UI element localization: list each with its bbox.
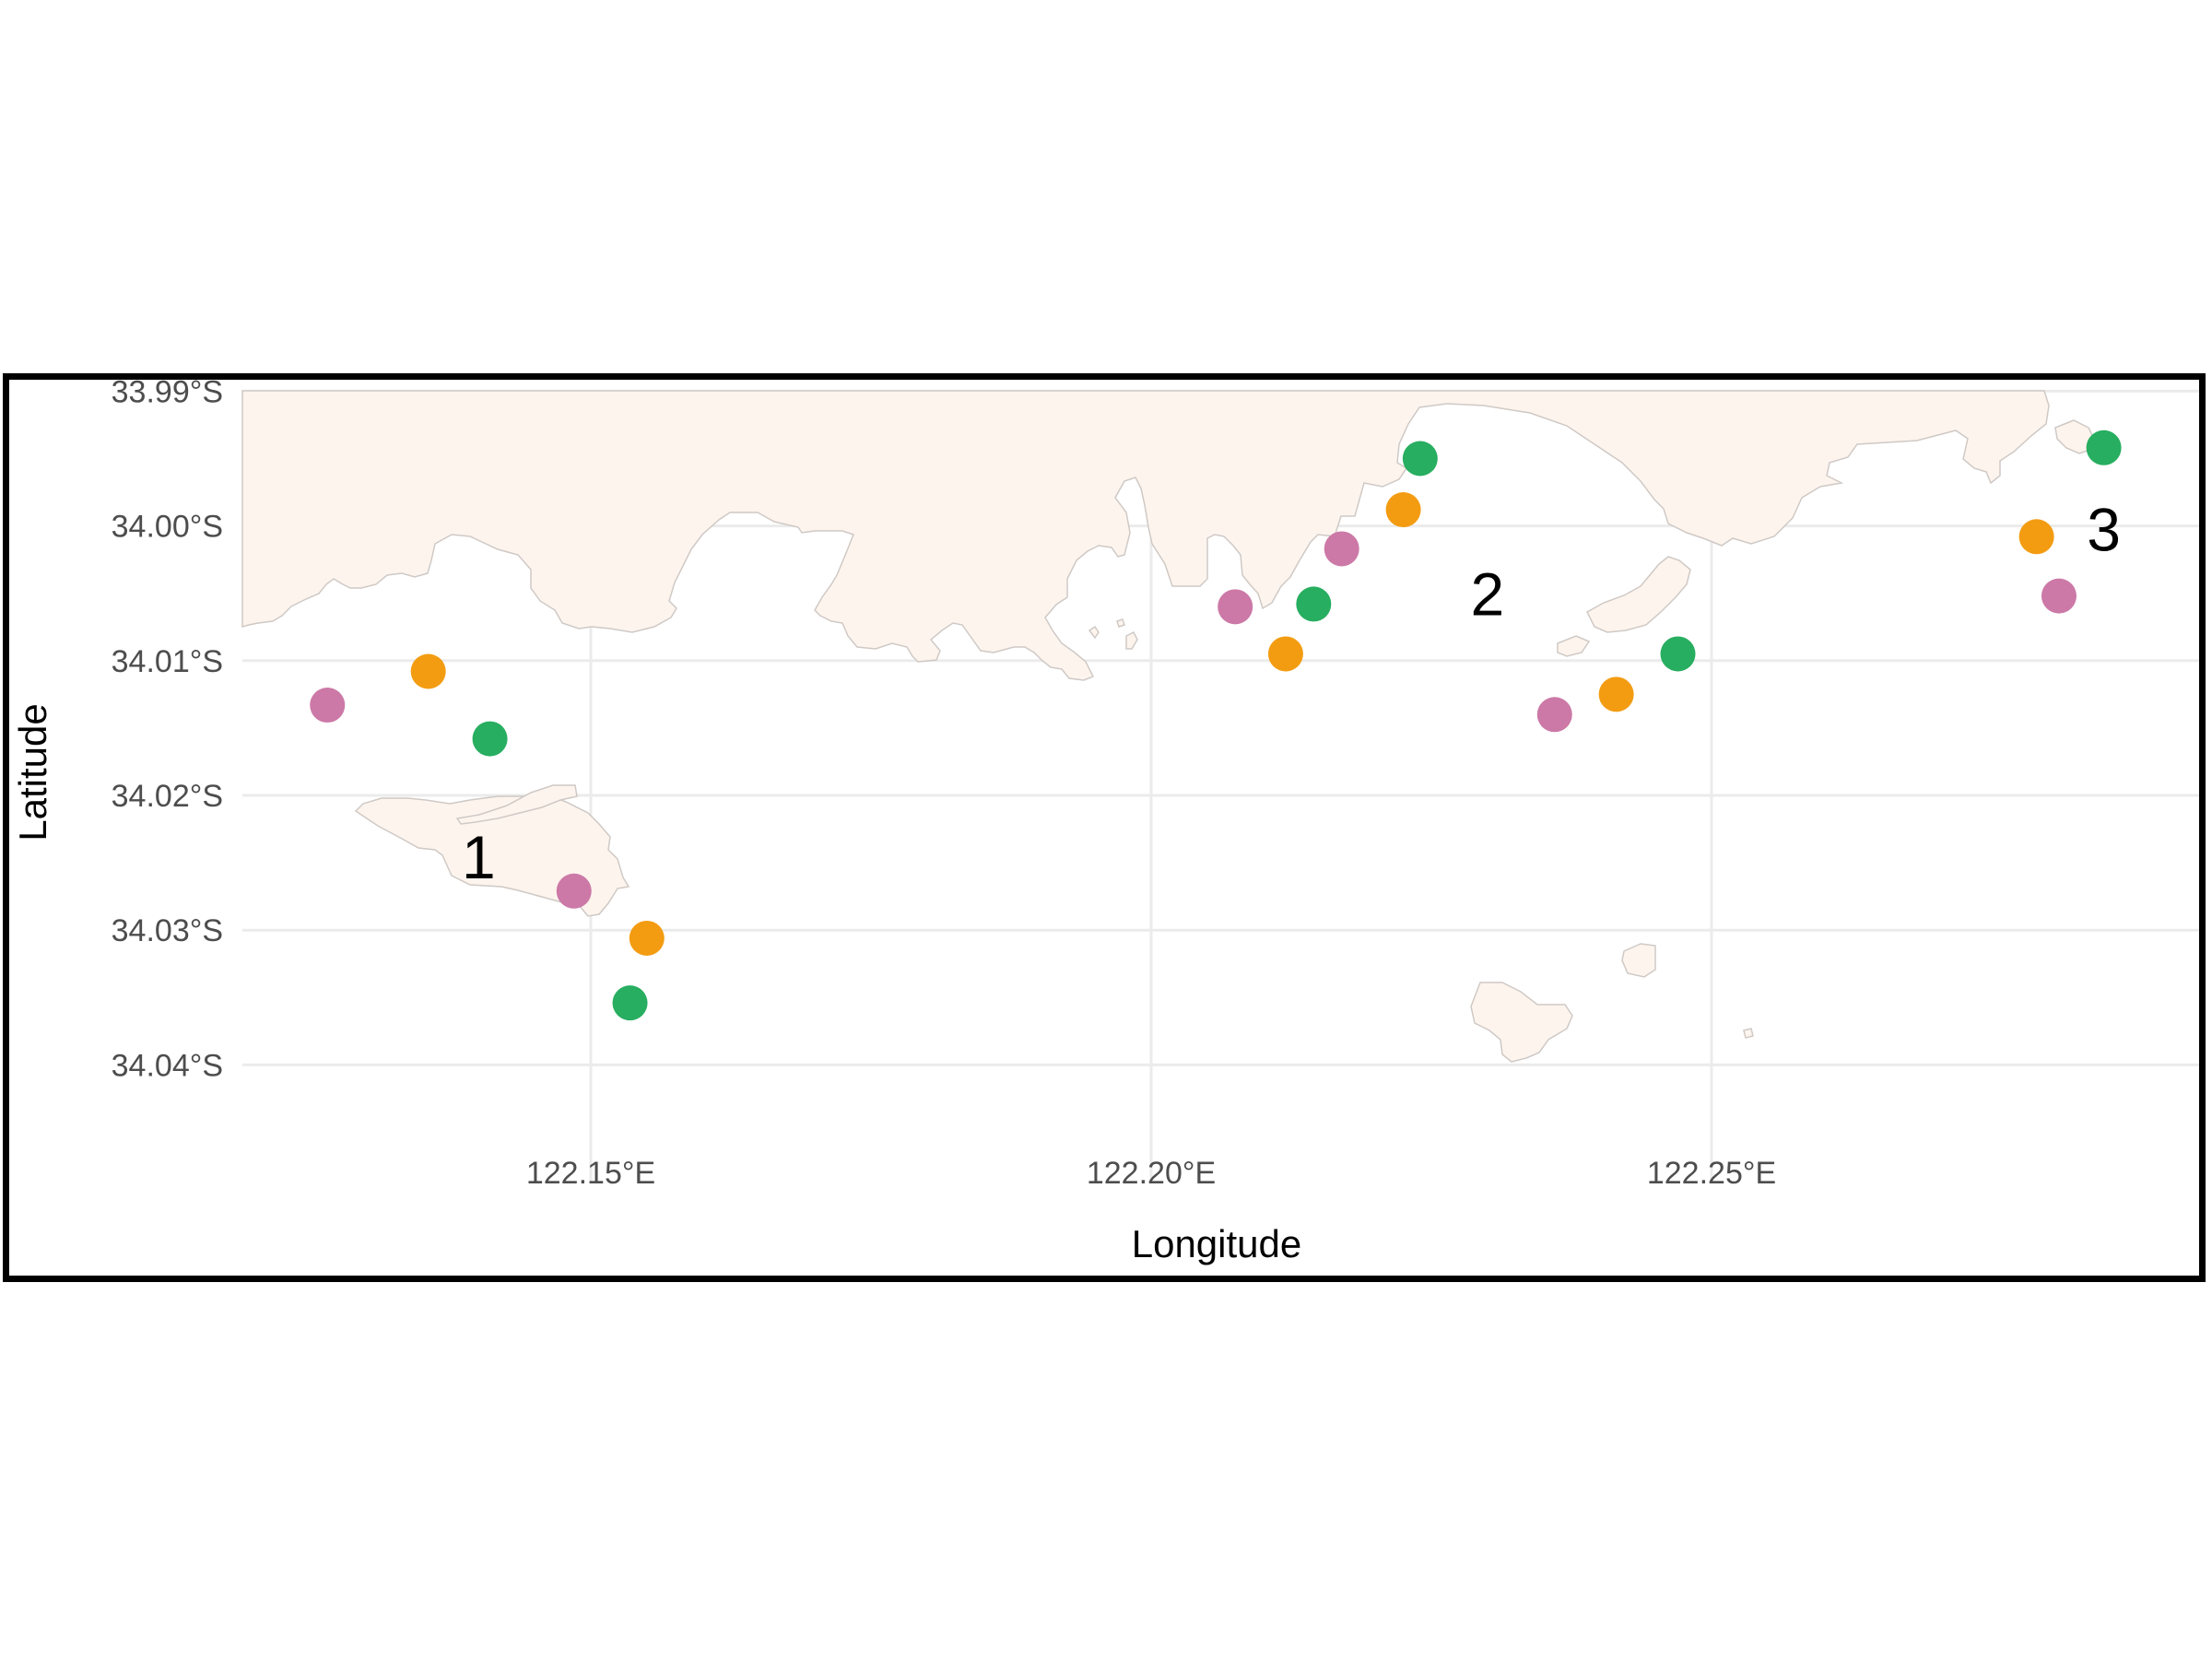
sampling-point-green <box>472 721 508 757</box>
sampling-point-pink <box>310 688 346 724</box>
island-2c <box>1586 556 1691 633</box>
sampling-point-green <box>1402 441 1438 477</box>
sampling-point-pink <box>1324 531 1359 567</box>
sampling-points-layer <box>310 429 2122 1021</box>
sampling-point-orange <box>2018 519 2054 555</box>
x-axis-title: Longitude <box>1132 1222 1302 1265</box>
y-tick-label: 34.00°S <box>112 510 223 545</box>
island-2b <box>1621 943 1656 978</box>
sampling-point-green <box>1660 636 1696 672</box>
land-layer <box>241 390 2095 1063</box>
sampling-point-green <box>1296 586 1332 622</box>
sampling-point-pink <box>556 873 592 909</box>
sampling-point-pink <box>1218 589 1253 625</box>
sampling-point-green <box>2086 429 2122 465</box>
y-tick-label: 34.01°S <box>112 644 223 679</box>
sampling-point-orange <box>1267 636 1303 672</box>
site-label: 3 <box>2087 496 2121 564</box>
x-tick-label: 122.20°E <box>1087 1156 1216 1191</box>
sampling-point-pink <box>1536 697 1572 733</box>
islet-2h <box>1743 1028 1754 1039</box>
y-tick-label: 33.99°S <box>112 380 223 409</box>
x-tick-label: 122.25°E <box>1647 1156 1776 1191</box>
islet-2g <box>1125 630 1138 650</box>
sampling-point-green <box>612 985 648 1021</box>
mainland-coast <box>241 390 2050 681</box>
tick-label-layer: 122.15°E 122.20°E 122.25°E 33.99°S 34.00°S 34… <box>112 380 1777 1191</box>
sampling-point-pink <box>2041 578 2077 614</box>
island-2a <box>1470 982 1573 1063</box>
site-label: 1 <box>462 823 496 891</box>
sampling-point-orange <box>1385 492 1421 528</box>
coastal-map: 122.15°E 122.20°E 122.25°E 33.99°S 34.00°S 34… <box>11 380 2199 1265</box>
x-tick-label: 122.15°E <box>526 1156 655 1191</box>
map-frame: 122.15°E 122.20°E 122.25°E 33.99°S 34.00°S 34… <box>3 373 2206 1282</box>
y-tick-label: 34.04°S <box>112 1048 223 1083</box>
islet-2f <box>1116 618 1125 628</box>
island-2d <box>1557 635 1591 657</box>
site-label: 2 <box>1470 560 1504 629</box>
sampling-point-orange <box>410 653 446 689</box>
site-label-layer: 1 2 3 <box>462 496 2121 891</box>
sampling-point-orange <box>1598 677 1634 712</box>
y-tick-label: 34.02°S <box>112 779 223 814</box>
island-1b <box>455 784 578 825</box>
y-axis-title: Latitude <box>11 703 54 841</box>
islet-2e <box>1088 625 1100 640</box>
y-tick-label: 34.03°S <box>112 913 223 948</box>
sampling-point-orange <box>629 920 665 956</box>
